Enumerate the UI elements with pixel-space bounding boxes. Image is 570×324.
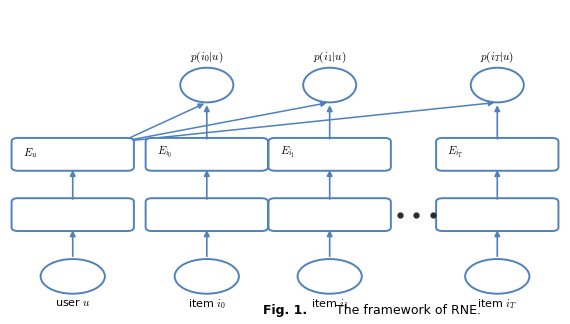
FancyBboxPatch shape bbox=[11, 198, 134, 231]
Text: item $i_0$: item $i_0$ bbox=[188, 297, 226, 311]
FancyBboxPatch shape bbox=[145, 198, 268, 231]
Text: Fig. 1.: Fig. 1. bbox=[263, 304, 307, 317]
FancyBboxPatch shape bbox=[145, 138, 268, 171]
FancyBboxPatch shape bbox=[11, 138, 134, 171]
FancyBboxPatch shape bbox=[436, 198, 559, 231]
FancyBboxPatch shape bbox=[268, 198, 391, 231]
Text: $p(i_0|u)$: $p(i_0|u)$ bbox=[190, 50, 223, 65]
Text: $p(i_T|u)$: $p(i_T|u)$ bbox=[481, 50, 514, 65]
Text: $E_{i_1}$: $E_{i_1}$ bbox=[280, 145, 295, 160]
Text: The framework of RNE.: The framework of RNE. bbox=[332, 304, 482, 317]
Text: item $i_T$: item $i_T$ bbox=[477, 297, 517, 311]
Text: $E_u$: $E_u$ bbox=[23, 146, 37, 160]
Text: item $i_1$: item $i_1$ bbox=[311, 297, 349, 311]
Text: user $u$: user $u$ bbox=[55, 297, 91, 308]
Text: $E_{i_0}$: $E_{i_0}$ bbox=[157, 145, 172, 160]
Text: $p(i_1|u)$: $p(i_1|u)$ bbox=[313, 50, 347, 65]
Text: $E_{i_T}$: $E_{i_T}$ bbox=[447, 145, 464, 160]
FancyBboxPatch shape bbox=[436, 138, 559, 171]
FancyBboxPatch shape bbox=[268, 138, 391, 171]
